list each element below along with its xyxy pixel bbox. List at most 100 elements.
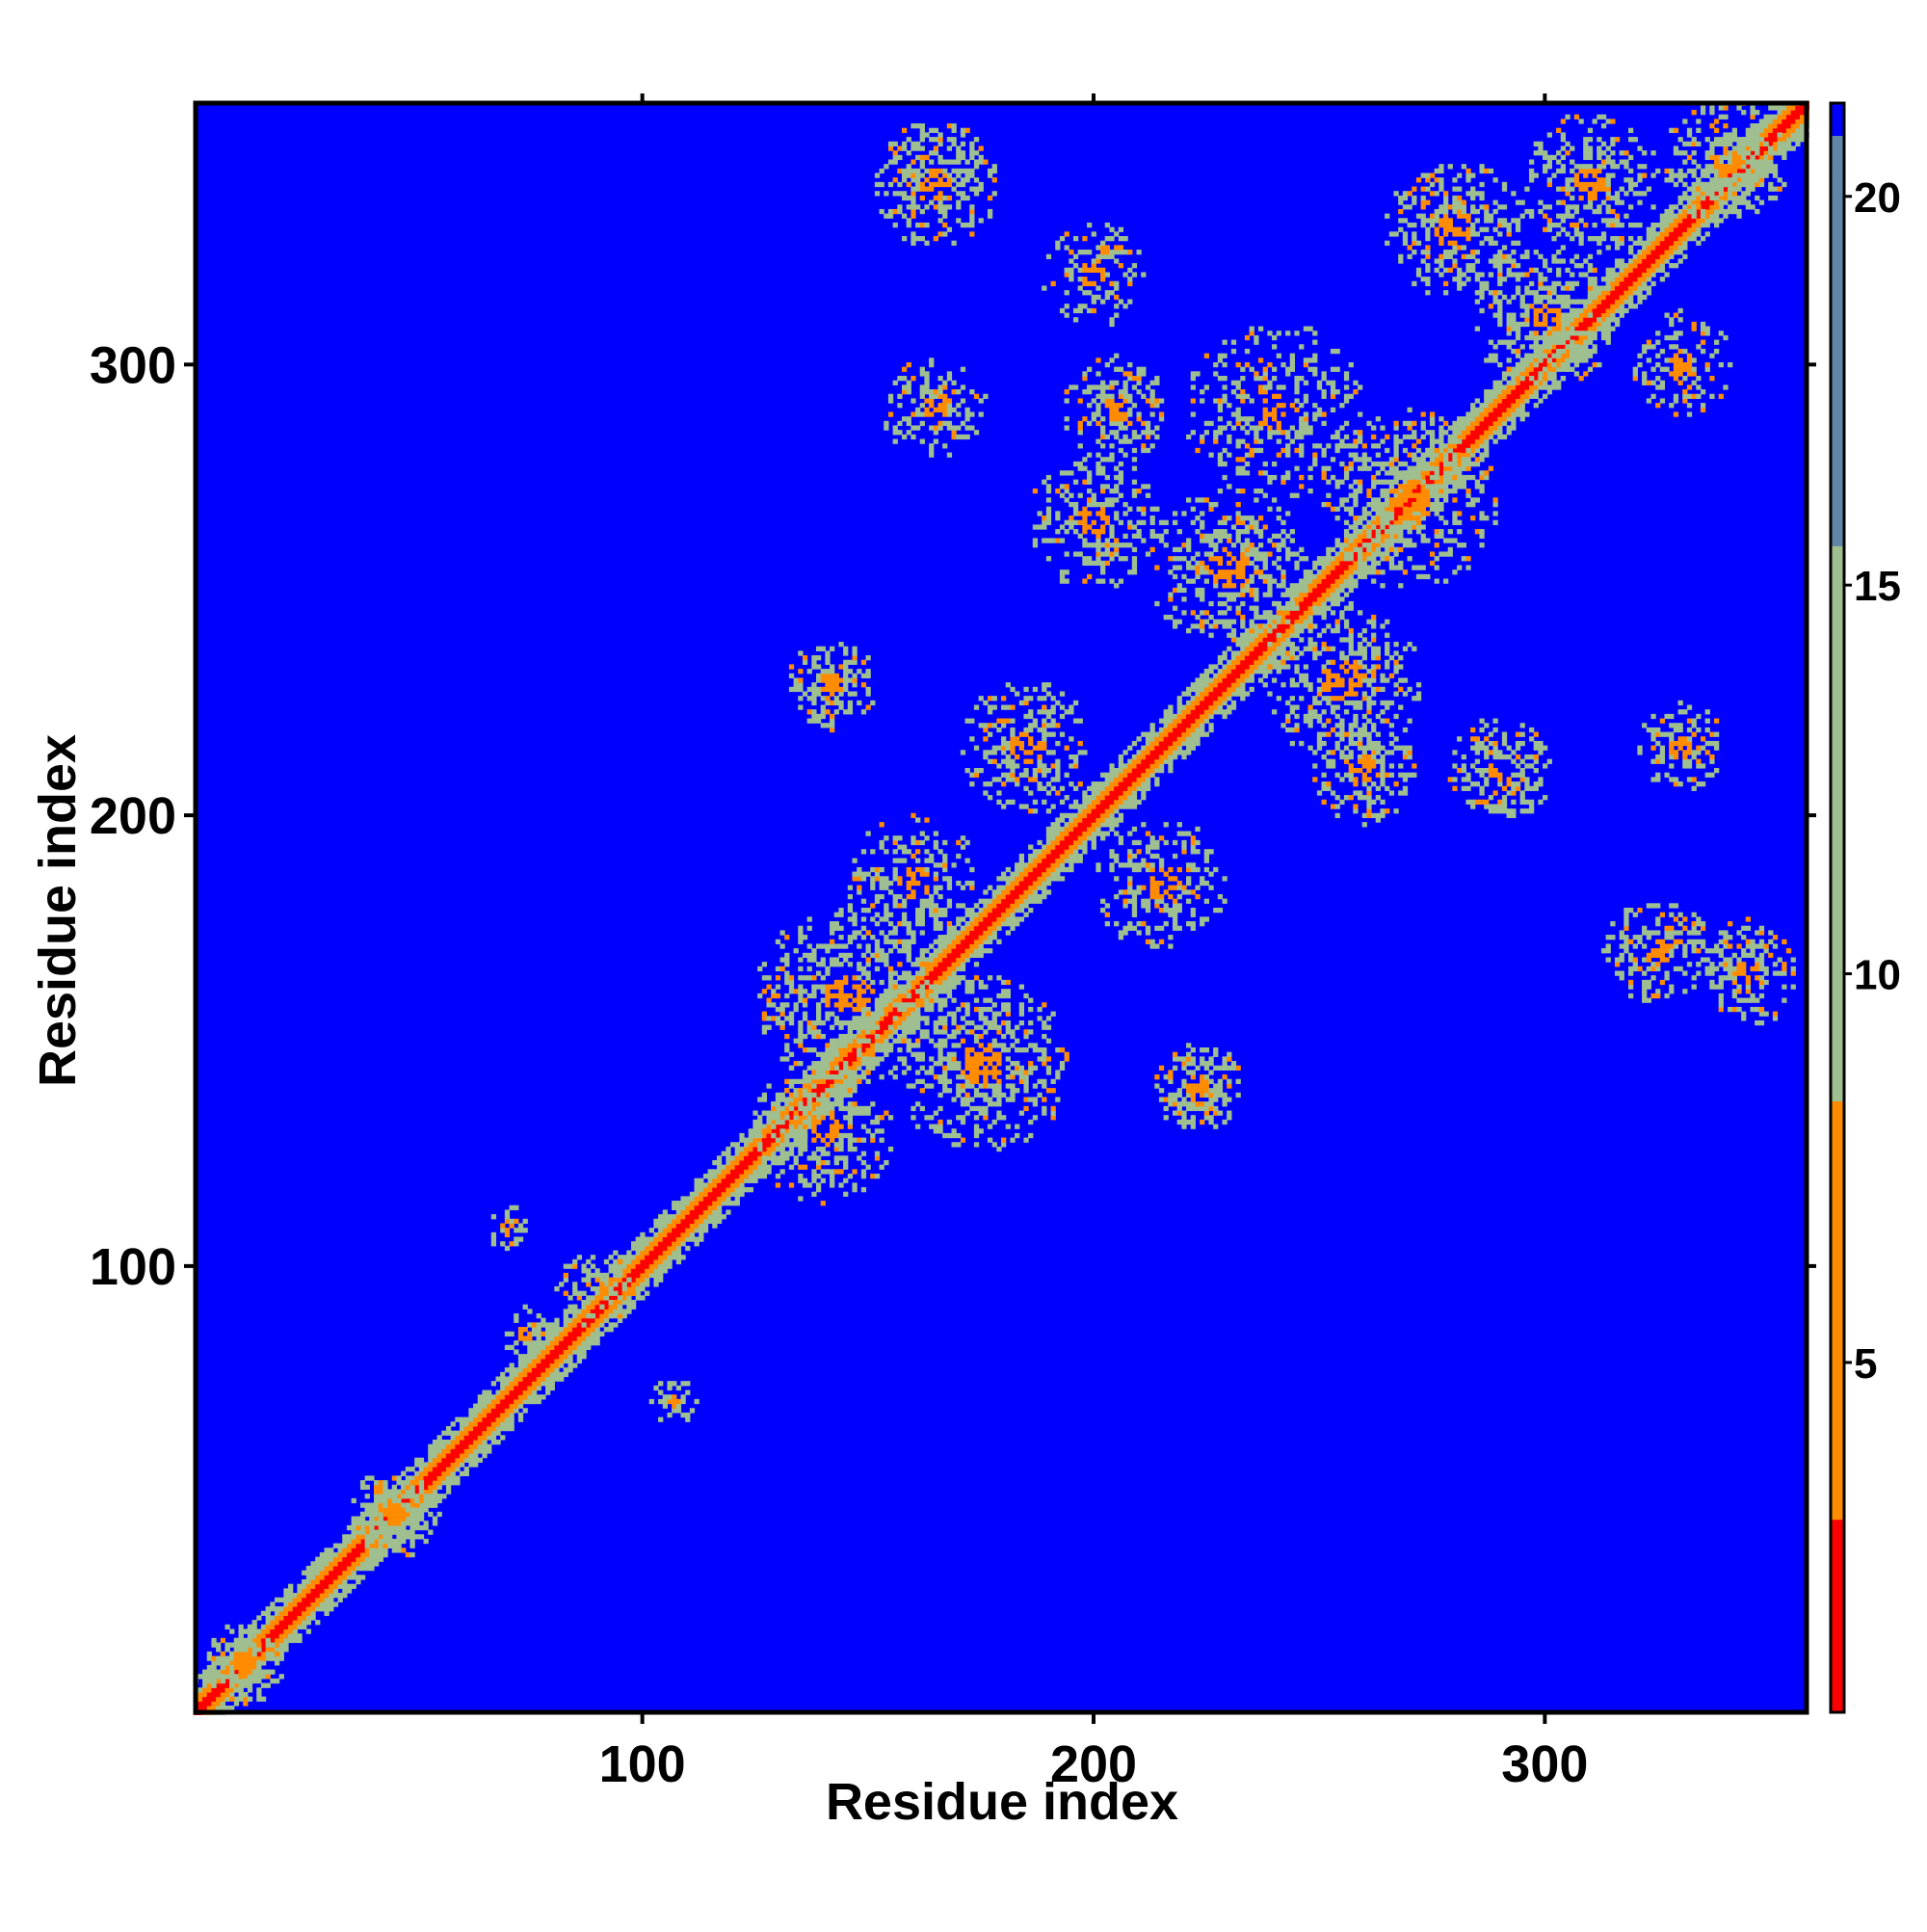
- heatmap-cell: [1141, 763, 1146, 768]
- heatmap-cell: [649, 1255, 654, 1259]
- heatmap-cell: [618, 1286, 622, 1291]
- heatmap-cell: [631, 1241, 636, 1246]
- heatmap-cell: [594, 1300, 599, 1305]
- heatmap-cell: [460, 1453, 464, 1458]
- heatmap-cell: [1623, 295, 1628, 300]
- heatmap-cell: [1078, 804, 1083, 808]
- heatmap-cell: [478, 1458, 483, 1463]
- heatmap-cell: [730, 1169, 735, 1174]
- heatmap-cell: [1006, 881, 1011, 886]
- heatmap-cell: [495, 1377, 500, 1382]
- heatmap-cell: [473, 1404, 478, 1409]
- heatmap-cell: [983, 899, 988, 904]
- heatmap-cell: [1741, 191, 1746, 196]
- heatmap-cell: [518, 1327, 523, 1332]
- heatmap-cell: [843, 1052, 848, 1057]
- heatmap-cell: [365, 1512, 370, 1517]
- heatmap-cell: [1633, 290, 1638, 295]
- heatmap-cell: [1015, 916, 1019, 921]
- heatmap-cell: [324, 1606, 329, 1611]
- heatmap-cell: [1443, 484, 1448, 489]
- heatmap-cell: [283, 1633, 288, 1638]
- heatmap-cell: [1033, 862, 1038, 867]
- heatmap-cell: [771, 1147, 776, 1151]
- heatmap-cell: [798, 1093, 803, 1098]
- heatmap-cell: [956, 930, 961, 935]
- heatmap-cell: [875, 1047, 880, 1052]
- heatmap-cell: [1593, 281, 1597, 286]
- heatmap-cell: [559, 1363, 564, 1367]
- heatmap-cell: [1358, 574, 1362, 579]
- heatmap-cell: [640, 1286, 645, 1291]
- heatmap-cell: [1362, 516, 1367, 520]
- heatmap-cell: [1109, 786, 1114, 791]
- heatmap-cell: [243, 1656, 248, 1661]
- heatmap-cell: [749, 1128, 753, 1133]
- heatmap-cell: [495, 1426, 500, 1431]
- heatmap-cell: [396, 1525, 401, 1530]
- heatmap-cell: [279, 1643, 284, 1648]
- heatmap-cell: [722, 1169, 726, 1174]
- heatmap-cell: [735, 1182, 740, 1187]
- heatmap-cell: [1073, 859, 1078, 863]
- heatmap-cell: [961, 962, 965, 966]
- heatmap-cell: [1507, 403, 1512, 408]
- heatmap-cell: [1795, 123, 1800, 128]
- heatmap-cell: [306, 1606, 311, 1611]
- heatmap-cell: [550, 1354, 555, 1359]
- heatmap-cell: [1674, 231, 1678, 236]
- heatmap-cell: [735, 1201, 740, 1205]
- heatmap-cell: [1231, 655, 1236, 660]
- heatmap-cell: [1479, 457, 1484, 462]
- heatmap-cell: [568, 1349, 572, 1354]
- heatmap-cell: [1660, 231, 1665, 236]
- heatmap-cell: [1349, 583, 1354, 588]
- heatmap-cell: [861, 1012, 866, 1017]
- heatmap-cell: [1637, 285, 1642, 290]
- heatmap-cell: [1398, 475, 1403, 480]
- heatmap-cell: [1037, 876, 1042, 881]
- heatmap-cell: [1240, 637, 1245, 642]
- heatmap-cell: [310, 1561, 315, 1566]
- heatmap-cell: [347, 1571, 352, 1575]
- heatmap-cell: [460, 1435, 464, 1440]
- heatmap-cell: [1778, 105, 1782, 110]
- heatmap-cell: [1606, 322, 1611, 327]
- heatmap-cell: [591, 1318, 595, 1323]
- heatmap-cell: [1294, 596, 1299, 601]
- heatmap-cell: [424, 1525, 429, 1530]
- heatmap-cell: [374, 1485, 379, 1490]
- heatmap-cell: [1055, 817, 1060, 822]
- heatmap-cell: [897, 1016, 902, 1020]
- heatmap-cell: [510, 1390, 515, 1395]
- heatmap-cell: [717, 1165, 722, 1170]
- heatmap-cell: [487, 1426, 491, 1431]
- heatmap-cell: [1258, 647, 1263, 651]
- heatmap-cell: [803, 1070, 807, 1074]
- heatmap-cell: [1173, 741, 1177, 746]
- heatmap-cell: [1132, 754, 1137, 759]
- heatmap-cell: [379, 1502, 383, 1507]
- heatmap-cell: [1597, 313, 1601, 318]
- heatmap-cell: [1213, 682, 1218, 687]
- heatmap-cell: [315, 1620, 320, 1625]
- heatmap-cell: [1511, 394, 1516, 399]
- heatmap-cell: [830, 1079, 834, 1084]
- heatmap-cell: [752, 1165, 757, 1170]
- heatmap-cell: [409, 1475, 414, 1480]
- heatmap-cell: [505, 1367, 510, 1372]
- heatmap-cell: [1231, 660, 1236, 665]
- heatmap-cell: [428, 1485, 433, 1490]
- heatmap-cell: [211, 1683, 216, 1688]
- heatmap-cell: [726, 1209, 730, 1214]
- heatmap-cell: [924, 993, 929, 998]
- heatmap-cell: [631, 1268, 636, 1273]
- heatmap-cell: [893, 1007, 898, 1012]
- heatmap-cell: [1087, 813, 1092, 818]
- heatmap-cell: [893, 1020, 898, 1025]
- heatmap-cell: [572, 1322, 577, 1327]
- heatmap-cell: [202, 1683, 207, 1688]
- heatmap-cell: [266, 1611, 271, 1616]
- heatmap-cell: [1019, 886, 1024, 890]
- heatmap-cell: [1470, 411, 1475, 416]
